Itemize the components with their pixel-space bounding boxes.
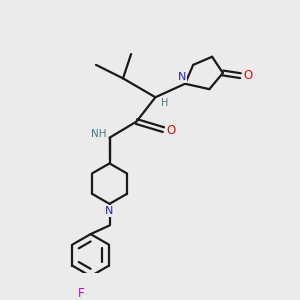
Text: O: O bbox=[167, 124, 176, 137]
Text: H: H bbox=[161, 98, 169, 108]
Text: F: F bbox=[78, 287, 85, 300]
Text: N: N bbox=[178, 72, 187, 82]
Text: O: O bbox=[243, 69, 253, 82]
Text: N: N bbox=[105, 206, 114, 216]
Text: NH: NH bbox=[91, 129, 106, 139]
